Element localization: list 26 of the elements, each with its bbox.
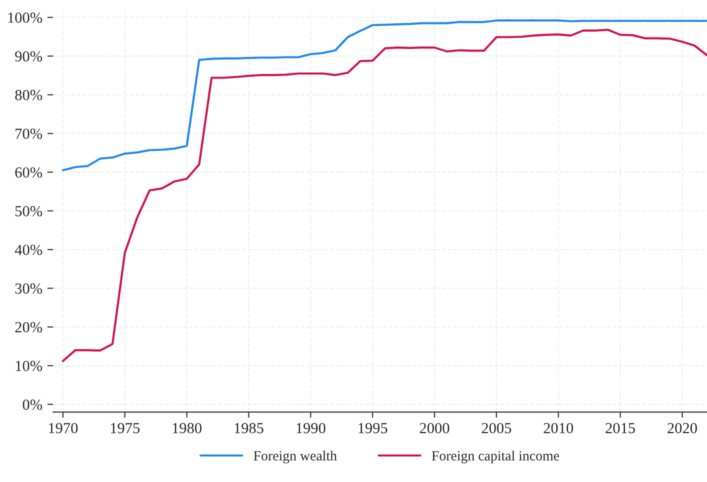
x-tick-label: 2015 xyxy=(606,422,635,434)
x-tick-label: 1975 xyxy=(110,423,140,434)
x-tick-label: 1980 xyxy=(172,422,202,434)
legend-label: Foreign wealth xyxy=(254,450,337,464)
x-tick-label: 1985 xyxy=(234,422,264,434)
x-tick-label: 2010 xyxy=(544,422,574,434)
y-tick-label: 60% xyxy=(15,167,42,178)
y-tick-label: 10% xyxy=(16,360,42,372)
y-tick-label: 80% xyxy=(15,90,42,100)
y-tick-label: 100% xyxy=(8,12,42,23)
x-tick-label: 2005 xyxy=(482,422,512,434)
y-tick-label: 90% xyxy=(15,51,42,62)
x-tick-label: 1970 xyxy=(49,422,78,434)
x-tick-label: 1995 xyxy=(358,423,388,434)
y-tick-label: 30% xyxy=(15,283,42,294)
x-tick-label: 2020 xyxy=(668,422,697,434)
y-tick-label: 20% xyxy=(15,322,42,332)
x-tick-label: 2000 xyxy=(420,422,450,434)
line-series xyxy=(62,28,707,362)
line-series xyxy=(62,19,707,172)
y-tick-label: 70% xyxy=(16,128,42,139)
x-tick-label: 1990 xyxy=(296,422,326,434)
y-tick-label: 0% xyxy=(22,400,42,410)
legend-label: Foreign capital income xyxy=(432,450,560,464)
y-tick-label: 40% xyxy=(14,244,42,256)
y-tick-label: 50% xyxy=(15,206,42,216)
